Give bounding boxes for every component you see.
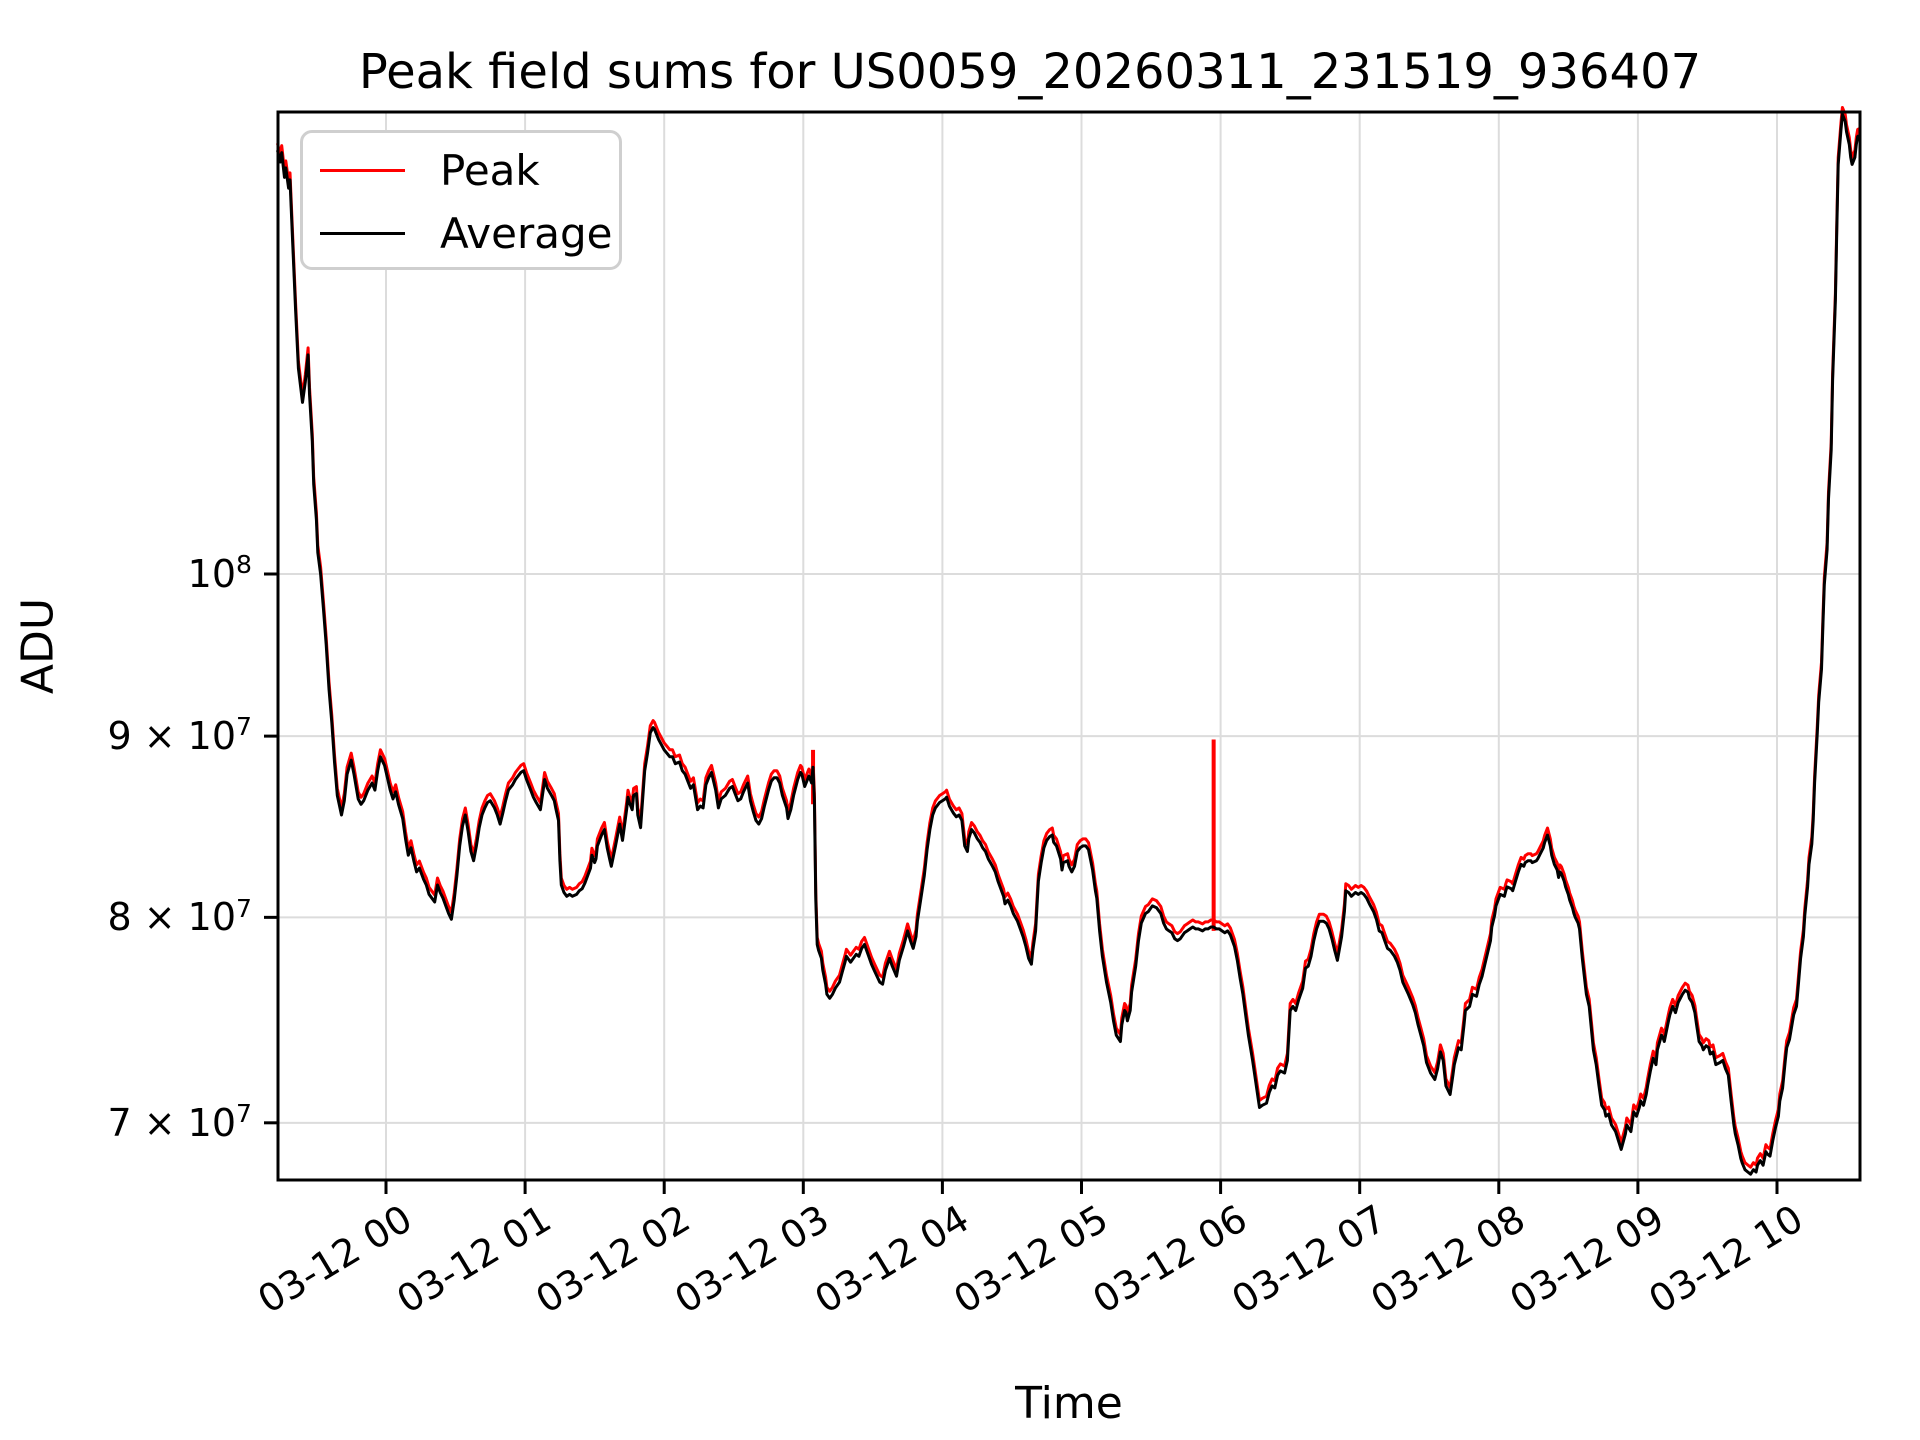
chart-title: Peak field sums for US0059_20260311_2315… [358,44,1702,100]
legend-entry-average: Average [303,212,619,256]
y-axis-label: ADU [12,597,64,695]
legend-label-average: Average [440,209,613,258]
legend: Peak Average [300,130,622,270]
x-axis-label: Time [1015,1378,1123,1429]
y-tick-label: 9 × 107 [107,712,253,759]
average-series-line [276,113,1862,1176]
y-tick-label: 108 [187,550,252,596]
average-line-sample [320,232,405,235]
y-tick-label: 7 × 107 [107,1099,253,1145]
legend-label-peak: Peak [440,146,540,195]
peak-line-sample [320,169,405,172]
y-tick-label: 8 × 107 [107,893,253,940]
axes-spines [276,110,1862,1182]
legend-entry-peak: Peak [303,149,619,193]
